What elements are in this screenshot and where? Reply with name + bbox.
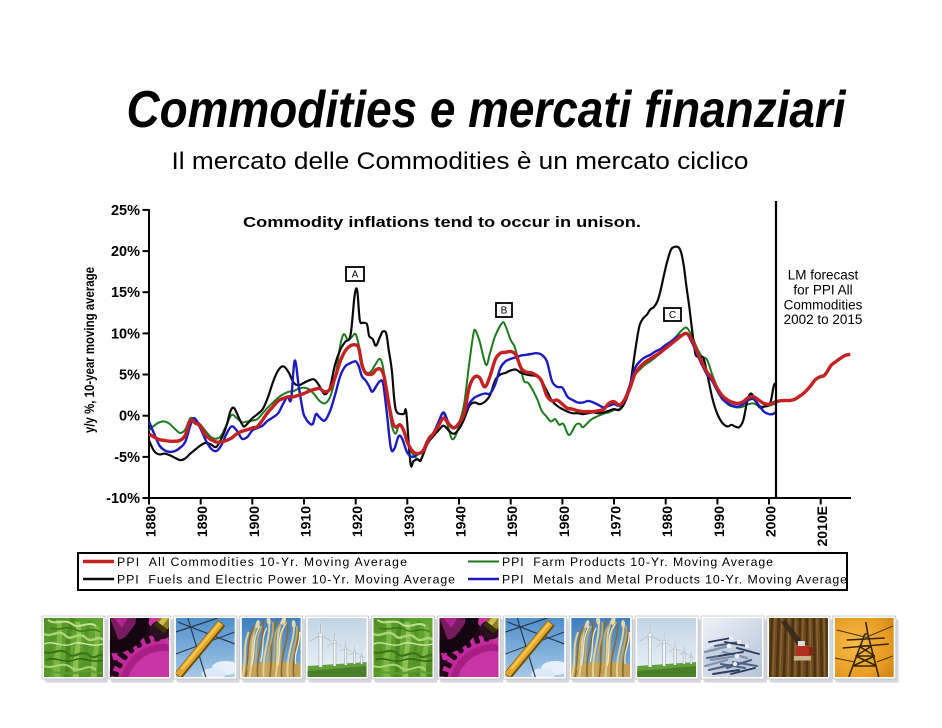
svg-text:PPI Farm Products 10-Yr. Movi: PPI Farm Products 10-Yr. Moving Average <box>502 555 773 569</box>
svg-text:Commodities e mercati finanzia: Commodities e mercati finanziari <box>127 81 847 139</box>
svg-text:2010E: 2010E <box>814 506 830 546</box>
svg-text:-10%: -10% <box>106 491 140 507</box>
svg-text:1890: 1890 <box>194 506 210 537</box>
svg-text:Commodities: Commodities <box>784 298 863 313</box>
svg-text:LM forecast: LM forecast <box>788 268 859 283</box>
svg-text:15%: 15% <box>111 285 140 301</box>
svg-text:25%: 25% <box>111 203 140 219</box>
svg-text:1920: 1920 <box>349 506 365 537</box>
svg-text:Il mercato delle Commodities è: Il mercato delle Commodities è un mercat… <box>172 148 749 175</box>
svg-text:1940: 1940 <box>453 506 469 537</box>
svg-text:1980: 1980 <box>659 506 675 537</box>
svg-text:PPI All Commodities 10-Yr. Mo: PPI All Commodities 10-Yr. Moving Averag… <box>117 555 407 569</box>
svg-text:Commodity inflations tend to o: Commodity inflations tend to occur in un… <box>243 215 641 231</box>
svg-text:2002 to 2015: 2002 to 2015 <box>784 312 863 327</box>
svg-text:1950: 1950 <box>504 506 520 537</box>
svg-text:2000: 2000 <box>763 506 779 537</box>
svg-text:-5%: -5% <box>114 450 140 466</box>
svg-text:20%: 20% <box>111 244 140 260</box>
svg-text:1930: 1930 <box>401 506 417 537</box>
svg-text:B: B <box>501 306 508 317</box>
svg-text:PPI Metals and Metal Products: PPI Metals and Metal Products 10-Yr. Mov… <box>502 573 847 587</box>
svg-text:1990: 1990 <box>711 506 727 537</box>
svg-text:1900: 1900 <box>246 506 262 537</box>
svg-text:1960: 1960 <box>556 506 572 537</box>
svg-text:1910: 1910 <box>298 506 314 537</box>
svg-text:A: A <box>352 270 359 281</box>
svg-text:5%: 5% <box>119 368 140 384</box>
svg-text:for PPI All: for PPI All <box>793 283 852 298</box>
svg-text:10%: 10% <box>111 326 140 342</box>
svg-text:y/y %, 10-year moving average: y/y %, 10-year moving average <box>82 267 97 433</box>
svg-text:1970: 1970 <box>608 506 624 537</box>
svg-text:PPI Fuels and Electric Power: PPI Fuels and Electric Power 10-Yr. Movi… <box>117 573 455 587</box>
svg-text:1880: 1880 <box>143 506 159 537</box>
svg-text:0%: 0% <box>119 409 140 425</box>
svg-text:C: C <box>669 310 676 321</box>
